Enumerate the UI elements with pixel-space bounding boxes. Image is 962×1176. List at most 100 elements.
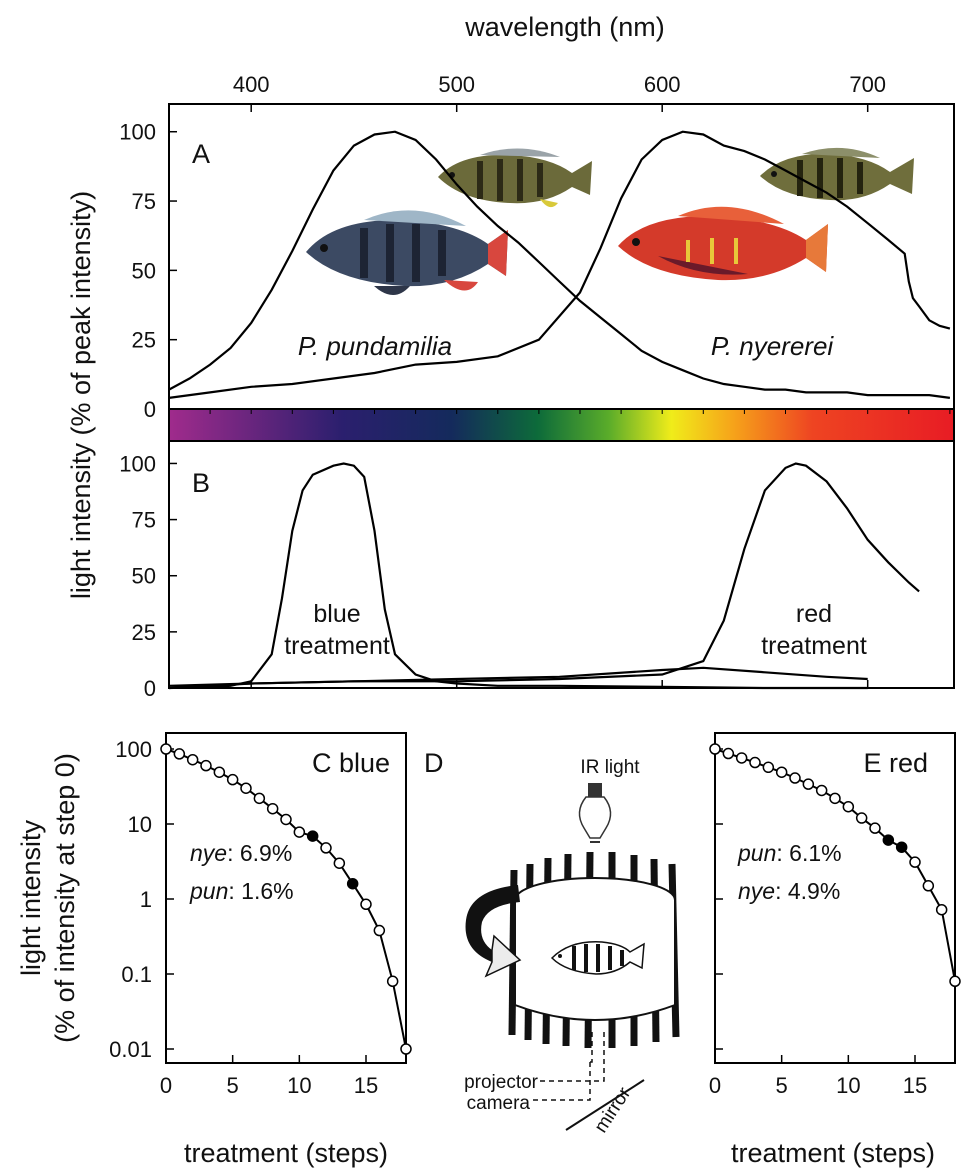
panel-c-label: C blue bbox=[312, 748, 390, 778]
e-point-7 bbox=[802, 778, 815, 790]
c-point-3 bbox=[200, 759, 212, 772]
panel-a-series-1 bbox=[168, 130, 951, 399]
species-label-nyererei: P. nyererei bbox=[711, 331, 835, 361]
panel-a-letter: A bbox=[192, 139, 210, 169]
panel-c-annotation-2: pun: 1.6% bbox=[189, 878, 294, 904]
panel-b-y-tick-label-4: 100 bbox=[119, 451, 156, 476]
e-point-10 bbox=[842, 800, 855, 813]
panel-c-ticks: 0 5 10 15 100 10 1 0.1 0.01 bbox=[109, 737, 378, 1098]
e-point-0 bbox=[709, 743, 721, 755]
panel-b-y-tick-label-0: 0 bbox=[144, 676, 156, 701]
panel-e-frame bbox=[714, 732, 956, 1064]
e-point-9 bbox=[829, 792, 841, 805]
panel-c-annotation-2-species: pun bbox=[189, 878, 228, 904]
panel-e-points bbox=[709, 743, 961, 988]
e-x-tick-label-0: 0 bbox=[709, 1073, 721, 1098]
c-point-0 bbox=[160, 743, 172, 755]
c-y-tick-label-1: 10 bbox=[128, 812, 152, 837]
fish-nyererei-male bbox=[618, 206, 828, 281]
panel-b-y-ticks: 0 25 50 75 100 bbox=[119, 451, 177, 701]
panel-c-annotation-2-value: 1.6% bbox=[241, 878, 293, 904]
panel-c-frame bbox=[165, 732, 407, 1064]
c-point-13 bbox=[333, 857, 346, 869]
panel-e-annotation-1-value: 6.1% bbox=[789, 840, 841, 866]
e-point-5 bbox=[775, 766, 788, 778]
e-point-12 bbox=[869, 822, 881, 834]
c-point-1 bbox=[173, 748, 186, 760]
e-point-4 bbox=[762, 761, 775, 774]
c-y-tick-label-0: 100 bbox=[115, 737, 152, 762]
y-axis-title-c-line1: light intensity bbox=[16, 819, 46, 976]
panel-a-x-ticks: 400 500 600 700 bbox=[233, 72, 886, 112]
panel-b-y-tick-label-3: 75 bbox=[132, 508, 156, 533]
e-point-13 bbox=[882, 834, 895, 846]
c-point-2 bbox=[186, 753, 199, 766]
red-treatment-label-line1: red bbox=[796, 600, 832, 628]
c-x-tick-label-0: 0 bbox=[160, 1073, 172, 1098]
c-x-tick-label-1: 5 bbox=[227, 1073, 239, 1098]
panel-a-x-tick-label-2: 600 bbox=[644, 72, 681, 97]
panel-a-x-tick-label-0: 400 bbox=[233, 72, 270, 97]
panel-b-letter: B bbox=[192, 468, 210, 498]
panel-c-x-axis-title: treatment (steps) bbox=[184, 1138, 388, 1168]
e-point-16 bbox=[922, 880, 935, 892]
panel-b: 0 25 50 75 100 B blue treatment red treatmen… bbox=[119, 440, 955, 701]
e-point-14 bbox=[895, 841, 908, 853]
panel-c-points bbox=[160, 743, 412, 1055]
c-point-15 bbox=[360, 898, 372, 911]
panel-a-y-ticks: 25 50 75 100 bbox=[119, 120, 177, 353]
panel-a-zero-tick: 0 bbox=[144, 397, 156, 422]
e-x-tick-label-3: 15 bbox=[903, 1073, 927, 1098]
fish-pundamilia-male bbox=[306, 210, 508, 295]
red-treatment-label-line2: treatment bbox=[761, 632, 867, 660]
diagram-fish-icon bbox=[550, 941, 645, 975]
panel-e-ticks: 0 5 10 15 bbox=[709, 748, 927, 1098]
blue-treatment-label-line1: blue bbox=[313, 600, 360, 628]
x-axis-title-top: wavelength (nm) bbox=[464, 12, 665, 42]
panel-e-annotation-2-colon: : bbox=[775, 878, 788, 904]
panel-a-y-tick-label-3: 75 bbox=[132, 189, 156, 214]
panel-e-annotation-1-species: pun bbox=[737, 840, 776, 866]
rotation-arrow-icon bbox=[465, 885, 522, 978]
c-point-6 bbox=[240, 782, 252, 794]
mirror-icon bbox=[565, 1079, 645, 1131]
panel-b-series-1 bbox=[168, 462, 920, 687]
panel-c-annotation-1-colon: : bbox=[227, 840, 240, 866]
panel-b-frame bbox=[168, 440, 955, 689]
striped-drum bbox=[506, 851, 684, 1049]
e-point-11 bbox=[855, 812, 868, 824]
projector-label: projector bbox=[464, 1072, 539, 1093]
panel-e-annotation-2: nye: 4.9% bbox=[738, 878, 840, 904]
e-point-8 bbox=[815, 784, 828, 797]
panel-b-y-tick-label-1: 25 bbox=[132, 620, 156, 645]
c-y-tick-label-2: 1 bbox=[140, 887, 152, 912]
e-point-15 bbox=[909, 856, 921, 868]
e-x-tick-label-2: 10 bbox=[836, 1073, 860, 1098]
panel-b-y-tick-label-2: 50 bbox=[132, 564, 156, 589]
e-point-2 bbox=[735, 752, 748, 764]
c-point-14 bbox=[346, 877, 359, 890]
panel-d: D IR light bbox=[424, 748, 684, 1137]
e-point-3 bbox=[749, 756, 761, 769]
e-point-6 bbox=[789, 772, 801, 784]
spectrum-bar bbox=[168, 408, 955, 442]
panel-e-x-axis-title: treatment (steps) bbox=[731, 1138, 935, 1168]
panel-a-x-tick-label-1: 500 bbox=[438, 72, 475, 97]
panel-a-y-tick-label-4: 100 bbox=[119, 120, 156, 145]
e-point-17 bbox=[935, 903, 948, 916]
panel-a-series-0 bbox=[168, 130, 951, 399]
panel-b-lines bbox=[168, 462, 920, 690]
panel-a-y-tick-label-2: 50 bbox=[132, 258, 156, 283]
e-point-18 bbox=[949, 975, 961, 988]
panel-a-lines bbox=[168, 130, 951, 399]
c-point-12 bbox=[320, 842, 332, 854]
panel-c-annotation-2-colon: : bbox=[228, 878, 241, 904]
fish-pundamilia-female bbox=[438, 148, 592, 208]
panel-d-letter: D bbox=[424, 748, 444, 778]
panel-b-series-0 bbox=[168, 462, 868, 690]
optical-path bbox=[532, 1032, 605, 1101]
c-point-16 bbox=[373, 924, 386, 937]
c-point-11 bbox=[306, 830, 319, 842]
panel-e-annotation-1-colon: : bbox=[776, 840, 789, 866]
